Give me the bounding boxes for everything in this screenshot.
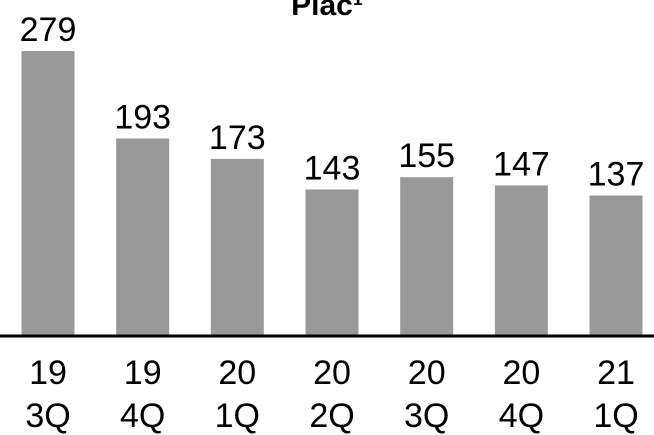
bar-1 (116, 138, 170, 335)
x-tick-year-1: 19 (124, 354, 162, 392)
x-tick-quarter-2: 1Q (215, 397, 260, 435)
data-label-1: 193 (114, 99, 171, 137)
bar-2 (210, 158, 264, 335)
x-tick-labels-group: 19 3Q 19 4Q 20 1Q 20 2Q 20 3Q 20 4Q 21 1Q (25, 354, 638, 435)
bar-4 (400, 177, 454, 335)
x-tick-quarter-6: 1Q (593, 397, 638, 435)
bar-6 (589, 195, 643, 335)
bar-0 (21, 51, 75, 335)
x-tick-quarter-1: 4Q (120, 397, 165, 435)
bars-group (21, 51, 643, 335)
x-tick-quarter-3: 2Q (309, 397, 354, 435)
x-tick-year-2: 20 (218, 354, 256, 392)
x-tick-quarter-0: 3Q (25, 397, 70, 435)
x-tick-year-5: 20 (502, 354, 540, 392)
data-label-5: 147 (493, 145, 550, 183)
data-label-2: 173 (209, 119, 266, 157)
x-tick-year-3: 20 (313, 354, 351, 392)
bar-5 (494, 185, 548, 335)
data-label-4: 155 (398, 137, 455, 175)
x-tick-year-4: 20 (408, 354, 446, 392)
bar-3 (305, 189, 359, 335)
data-labels-group: 279 193 173 143 155 147 137 (20, 11, 645, 194)
x-tick-quarter-4: 3Q (404, 397, 449, 435)
x-tick-year-0: 19 (29, 354, 67, 392)
x-tick-quarter-5: 4Q (499, 397, 544, 435)
data-label-3: 143 (304, 149, 361, 187)
data-label-6: 137 (588, 156, 645, 194)
x-tick-year-6: 21 (597, 354, 635, 392)
data-label-0: 279 (20, 11, 77, 49)
chart-title: Plac¹ (291, 0, 363, 22)
